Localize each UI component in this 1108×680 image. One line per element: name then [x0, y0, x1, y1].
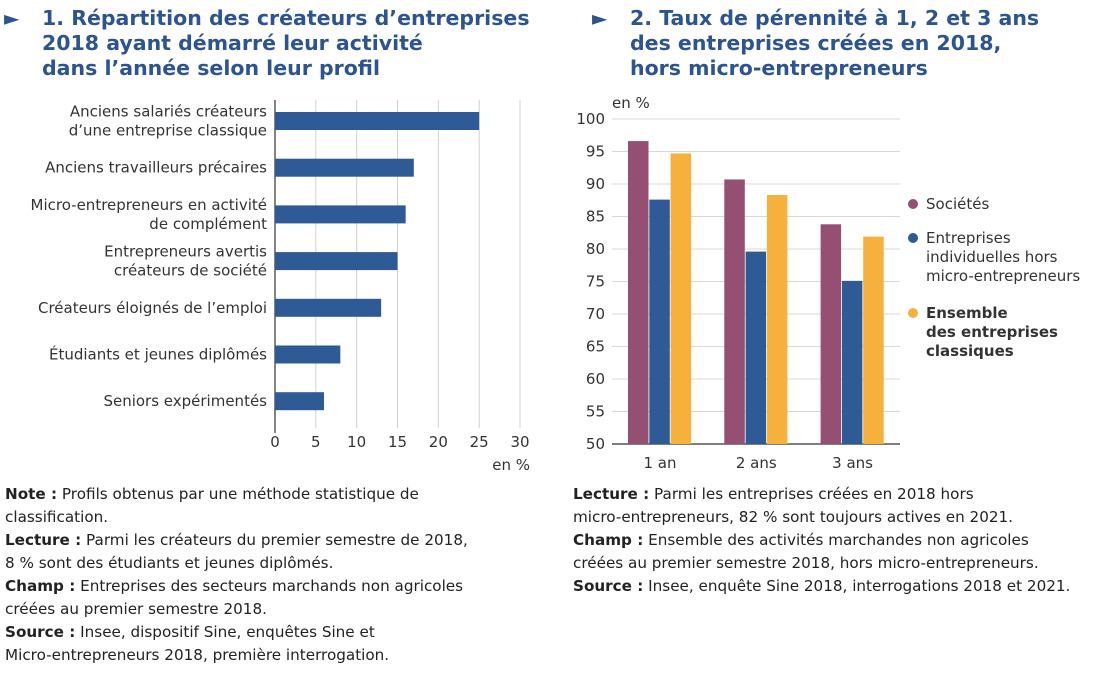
- y-tick-label: 50: [586, 435, 605, 453]
- bar: [745, 251, 767, 444]
- y-tick-label: 80: [586, 240, 605, 258]
- note-label: Champ :: [5, 577, 76, 595]
- note-paragraph: Source : Insee, dispositif Sine, enquête…: [5, 621, 545, 667]
- bar: [863, 236, 884, 444]
- note-text: Insee, dispositif Sine, enquêtes Sine et: [75, 623, 375, 641]
- category-label: 1 an: [643, 454, 676, 472]
- legend-label: Sociétés: [926, 195, 989, 213]
- category-label: Anciens salariés créateurs: [70, 103, 267, 121]
- bar: [275, 252, 398, 271]
- y-tick-label: 65: [586, 338, 605, 356]
- note-label: Lecture :: [573, 485, 650, 503]
- title-line: hors micro-entrepreneurs: [630, 56, 928, 80]
- y-tick-label: 55: [586, 403, 605, 421]
- note-text: créées au premier semestre 2018, hors mi…: [573, 554, 1039, 572]
- note-paragraph: Lecture : Parmi les créateurs du premier…: [5, 529, 545, 575]
- note-paragraph: Lecture : Parmi les entreprises créées e…: [573, 483, 1108, 529]
- note-paragraph: Note : Profils obtenus par une méthode s…: [5, 483, 545, 529]
- note-text: 8 % sont des étudiants et jeunes diplômé…: [5, 554, 334, 572]
- bar: [766, 195, 788, 444]
- category-label: 2 ans: [736, 454, 777, 472]
- bar: [275, 298, 382, 317]
- bar: [670, 153, 692, 444]
- bar: [275, 112, 480, 130]
- title-line: des entreprises créées en 2018,: [630, 31, 1002, 55]
- bar: [724, 179, 745, 444]
- note-text: créées au premier semestre 2018.: [5, 600, 267, 618]
- category-label: créateurs de société: [114, 262, 267, 280]
- notes-right: Lecture : Parmi les entreprises créées e…: [573, 483, 1108, 598]
- bar: [275, 205, 406, 224]
- legend-marker: [908, 199, 918, 209]
- note-label: Source :: [573, 577, 644, 595]
- note-text: Insee, enquête Sine 2018, interrogations…: [643, 577, 1071, 595]
- bar: [820, 224, 842, 444]
- category-label: 3 ans: [832, 454, 873, 472]
- title-line: 2018 ayant démarré leur activité: [42, 31, 423, 55]
- note-label: Source :: [5, 623, 76, 641]
- note-paragraph: Champ : Ensemble des activités marchande…: [573, 529, 1108, 575]
- legend-label: Ensemble: [926, 304, 1008, 322]
- note-text: Micro-entrepreneurs 2018, première inter…: [5, 646, 390, 664]
- note-text: Entreprises des secteurs marchands non a…: [75, 577, 464, 595]
- title-line: dans l’année selon leur profil: [42, 56, 381, 80]
- legend-label: Entreprises: [926, 229, 1011, 247]
- x-tick-label: 20: [429, 433, 448, 451]
- legend-label: des entreprises: [926, 323, 1058, 341]
- notes-left: Note : Profils obtenus par une méthode s…: [5, 483, 545, 667]
- note-text: Profils obtenus par une méthode statisti…: [57, 485, 419, 503]
- x-tick-label: 10: [347, 433, 366, 451]
- category-label: Seniors expérimentés: [103, 392, 267, 410]
- note-label: Lecture :: [5, 531, 82, 549]
- arrow-icon: ►: [4, 6, 20, 30]
- category-label: Entrepreneurs avertis: [104, 243, 267, 261]
- chart2-title: ► 2. Taux de pérennité à 1, 2 et 3 ans d…: [592, 6, 1040, 81]
- y-tick-label: 60: [586, 370, 605, 388]
- category-label: Micro-entrepreneurs en activité: [31, 196, 267, 214]
- arrow-icon: ►: [592, 6, 608, 30]
- category-label: Créateurs éloignés de l’emploi: [38, 299, 267, 317]
- y-tick-label: 70: [586, 305, 605, 323]
- note-text: Ensemble des activités marchandes non ag…: [643, 531, 1029, 549]
- legend-marker: [908, 233, 918, 243]
- bar: [275, 392, 324, 411]
- x-tick-label: 30: [510, 433, 529, 451]
- note-text: classification.: [5, 508, 109, 526]
- category-label: de complément: [149, 215, 267, 233]
- category-label: Étudiants et jeunes diplômés: [49, 345, 267, 364]
- y-tick-label: 75: [586, 273, 605, 291]
- note-label: Champ :: [573, 531, 644, 549]
- note-text: Parmi les créateurs du premier semestre …: [81, 531, 468, 549]
- bar: [841, 280, 863, 444]
- bar: [628, 141, 649, 444]
- legend-label: individuelles hors: [926, 248, 1058, 266]
- note-paragraph: Champ : Entreprises des secteurs marchan…: [5, 575, 545, 621]
- note-paragraph: Source : Insee, enquête Sine 2018, inter…: [573, 575, 1108, 598]
- legend-label: classiques: [926, 342, 1014, 360]
- legend-marker: [908, 308, 918, 318]
- y-tick-label: 90: [586, 175, 605, 193]
- category-label: d’une entreprise classique: [69, 122, 267, 140]
- x-tick-label: 25: [470, 433, 489, 451]
- note-label: Note :: [5, 485, 58, 503]
- bar: [649, 199, 670, 444]
- legend-label: micro-entrepreneurs: [926, 267, 1080, 285]
- y-tick-label: 100: [576, 110, 605, 128]
- y-tick-label: 85: [586, 208, 605, 226]
- x-tick-label: 15: [388, 433, 407, 451]
- note-text: micro-entrepreneurs, 82 % sont toujours …: [573, 508, 1014, 526]
- title-line: 2. Taux de pérennité à 1, 2 et 3 ans: [630, 6, 1040, 30]
- title-line: 1. Répartition des créateurs d’entrepris…: [42, 6, 530, 30]
- chart1-title: ► 1. Répartition des créateurs d’entrepr…: [4, 6, 530, 81]
- x-tick-label: 5: [311, 433, 321, 451]
- y-tick-label: 95: [586, 143, 605, 161]
- y-axis-unit: en %: [612, 94, 650, 112]
- note-text: Parmi les entreprises créées en 2018 hor…: [649, 485, 974, 503]
- x-axis-unit: en %: [492, 456, 530, 474]
- x-tick-label: 0: [270, 433, 280, 451]
- category-label: Anciens travailleurs précaires: [45, 159, 267, 177]
- bar: [275, 345, 341, 364]
- bar: [275, 158, 414, 177]
